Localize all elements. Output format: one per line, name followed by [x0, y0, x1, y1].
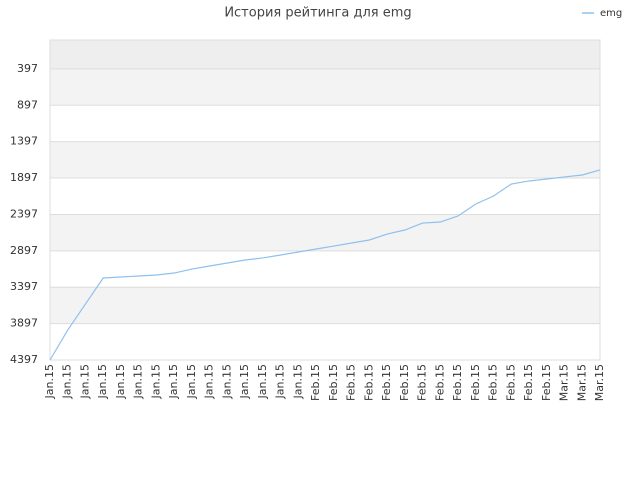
y-tick-label: 3897: [10, 317, 38, 330]
x-tick-label: Jan.15: [274, 364, 287, 399]
band: [50, 287, 600, 324]
x-tick-label: Mar.15: [575, 364, 588, 401]
x-tick-label: Feb.15: [327, 364, 340, 401]
y-tick-label: 4397: [10, 353, 38, 366]
x-tick-label: Feb.15: [433, 364, 446, 401]
x-tick-label: Feb.15: [398, 364, 411, 401]
y-tick-label: 2397: [10, 207, 38, 220]
x-tick-label: Feb.15: [451, 364, 464, 401]
x-tick-label: Feb.15: [309, 364, 322, 401]
band: [50, 178, 600, 215]
band: [50, 40, 600, 69]
x-tick-label: Jan.15: [43, 364, 56, 399]
x-tick-label: Feb.15: [469, 364, 482, 401]
y-tick-label: 397: [17, 62, 38, 75]
x-tick-label: Feb.15: [540, 364, 553, 401]
x-tick-label: Jan.15: [96, 364, 109, 399]
x-tick-label: Jan.15: [291, 364, 304, 399]
line: [49, 169, 601, 361]
y-tick-label: 1897: [10, 171, 38, 184]
x-tick-label: Jan.15: [132, 364, 145, 399]
x-tick-label: Jan.15: [220, 364, 233, 399]
x-tick-label: Mar.15: [593, 364, 606, 401]
band: [50, 141, 600, 179]
chart-title: История рейтинга для emg: [224, 6, 411, 21]
x-tick-label: Jan.15: [167, 364, 180, 399]
x-tick-label: Jan.15: [114, 364, 127, 399]
band: [50, 105, 600, 142]
y-tick-label: 3397: [10, 280, 38, 293]
x-tick-label: Feb.15: [487, 364, 500, 401]
x-tick-label: Feb.15: [522, 364, 535, 401]
x-tick-label: Jan.15: [238, 364, 251, 399]
x-tick-label: Jan.15: [149, 364, 162, 399]
band: [50, 68, 600, 106]
band: [50, 323, 600, 360]
x-tick-label: Jan.15: [61, 364, 74, 399]
x-tick-label: Feb.15: [504, 364, 517, 401]
y-tick-label: 2897: [10, 244, 38, 257]
x-tick-label: Jan.15: [203, 364, 216, 399]
x-tick-label: Feb.15: [345, 364, 358, 401]
y-tick-label: 897: [17, 98, 38, 111]
x-tick-label: Jan.15: [256, 364, 269, 399]
band: [50, 250, 600, 288]
x-tick-label: Feb.15: [362, 364, 375, 401]
y-tick-label: 1397: [10, 135, 38, 148]
x-tick-label: Jan.15: [78, 364, 91, 399]
band: [50, 214, 600, 251]
x-tick-label: Feb.15: [416, 364, 429, 401]
x-tick-label: Jan.15: [185, 364, 198, 399]
x-tick-label: Mar.15: [558, 364, 571, 401]
legend-label: emg: [600, 8, 622, 19]
x-tick-label: Feb.15: [380, 364, 393, 401]
